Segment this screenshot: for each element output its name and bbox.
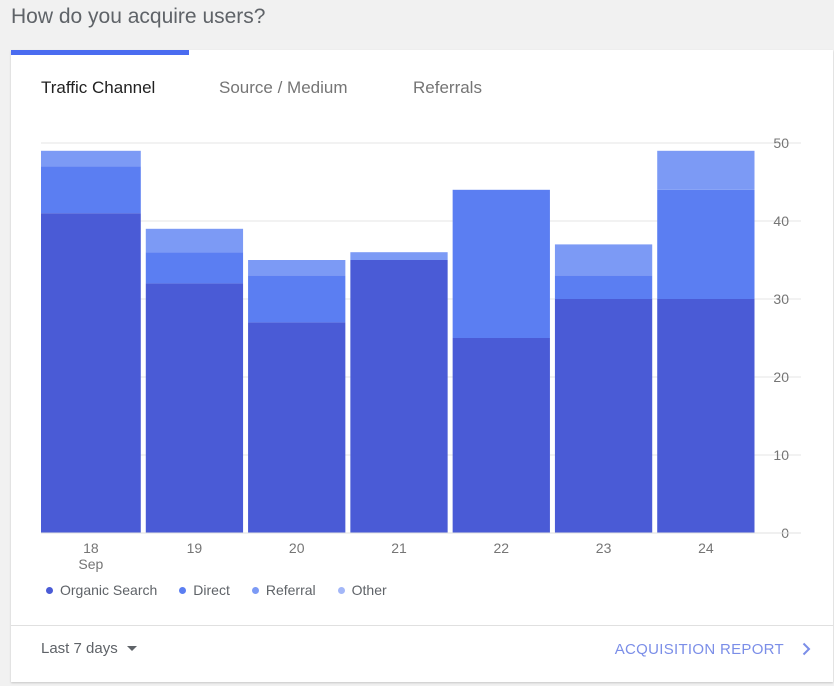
bar-segment: [657, 189, 755, 299]
legend-item[interactable]: Organic Search: [46, 582, 157, 598]
bar-segment: [145, 252, 244, 284]
bar-segment: [145, 283, 244, 533]
legend-label: Other: [351, 582, 387, 598]
legend-label: Direct: [193, 582, 230, 598]
legend-dot-icon: [179, 586, 187, 594]
tab-bar: Traffic Channel Source / Medium Referral…: [11, 78, 833, 98]
bar-segment: [248, 322, 346, 533]
card-footer: Last 7 days ACQUISITION REPORT: [11, 625, 833, 682]
bar-segment: [248, 260, 346, 276]
x-tick-label: 23: [596, 540, 612, 556]
x-tick-label: 24: [698, 540, 714, 556]
caret-down-icon: [126, 645, 137, 651]
bar-segment: [41, 213, 141, 533]
legend-label: Organic Search: [60, 582, 158, 598]
traffic-chart: 0 10 20 30 40 50 18 Sep 19 20 21 22 23 24: [11, 135, 833, 595]
page-title: How do you acquire users?: [11, 5, 266, 28]
x-tick-label: 21: [391, 540, 407, 556]
legend-item[interactable]: Direct: [179, 582, 230, 598]
legend-item[interactable]: Other: [337, 582, 387, 598]
x-tick-label: 18: [83, 540, 99, 556]
acquisition-card: Traffic Channel Source / Medium Referral…: [11, 50, 833, 682]
tab-referrals[interactable]: Referrals: [413, 78, 482, 97]
bar-segment: [145, 228, 244, 253]
bar-segment: [554, 299, 653, 533]
x-tick-label: 19: [187, 540, 203, 556]
y-tick-label: 50: [773, 135, 789, 151]
legend-dot-icon: [46, 586, 53, 594]
bar-segment: [554, 244, 653, 276]
bar-segment: [452, 189, 550, 338]
acquisition-report-link[interactable]: ACQUISITION REPORT: [615, 641, 811, 658]
y-tick-label: 30: [773, 291, 789, 307]
bar-segment: [350, 252, 448, 260]
legend-dot-icon: [337, 586, 345, 594]
tab-traffic-channel[interactable]: Traffic Channel: [41, 78, 156, 97]
chevron-right-icon: [802, 642, 811, 656]
date-range-label: Last 7 days: [41, 640, 118, 657]
bar-segment: [41, 166, 141, 214]
legend-item[interactable]: Referral: [251, 582, 316, 598]
acquisition-report-label: ACQUISITION REPORT: [614, 641, 784, 658]
bar-segment: [657, 299, 755, 533]
y-tick-label: 40: [773, 213, 789, 229]
x-tick-sublabel: Sep: [78, 556, 103, 572]
y-tick-label: 20: [773, 369, 789, 385]
legend-label: Referral: [265, 582, 316, 598]
bar-segment: [41, 150, 141, 167]
bar-segment: [554, 275, 653, 299]
date-range-dropdown[interactable]: Last 7 days: [41, 640, 137, 657]
bar-segment: [452, 338, 550, 533]
active-tab-indicator: [11, 50, 189, 55]
x-tick-label: 20: [289, 540, 305, 556]
tab-source-medium[interactable]: Source / Medium: [219, 78, 348, 97]
chart-legend: Organic Search Direct Referral Other: [46, 582, 409, 602]
y-tick-label: 10: [773, 447, 789, 463]
x-tick-label: 22: [493, 540, 509, 556]
bar-segment: [248, 275, 346, 323]
legend-dot-icon: [251, 586, 259, 594]
bar-segment: [350, 260, 448, 533]
bar-segment: [657, 150, 755, 190]
